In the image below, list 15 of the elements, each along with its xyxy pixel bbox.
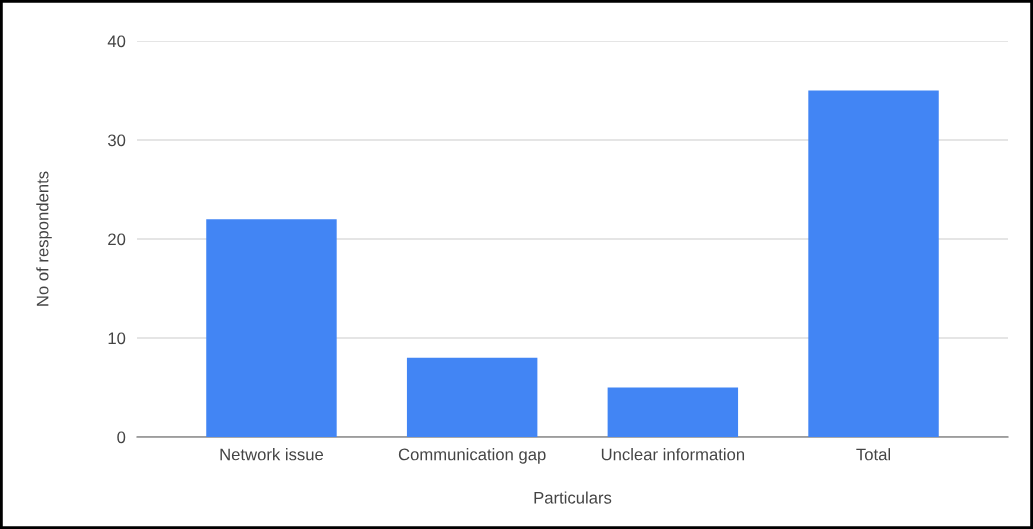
x-tick-label: Total <box>856 448 891 461</box>
x-tick-label: Unclear information <box>601 448 745 461</box>
x-axis-title: Particulars <box>534 491 612 504</box>
y-tick-label: 40 <box>107 35 126 48</box>
y-axis-title: No of respondents <box>36 171 52 306</box>
bar <box>406 357 538 437</box>
bar <box>808 90 939 437</box>
x-tick-label: Network issue <box>220 448 324 461</box>
y-tick-label: 20 <box>108 233 126 246</box>
y-tick-label: 10 <box>108 332 126 345</box>
y-tick-label: 0 <box>117 431 126 444</box>
bar <box>206 219 337 437</box>
bar <box>607 387 739 437</box>
y-tick-label: 30 <box>107 134 126 147</box>
x-tick-label: Communication gap <box>398 448 546 464</box>
